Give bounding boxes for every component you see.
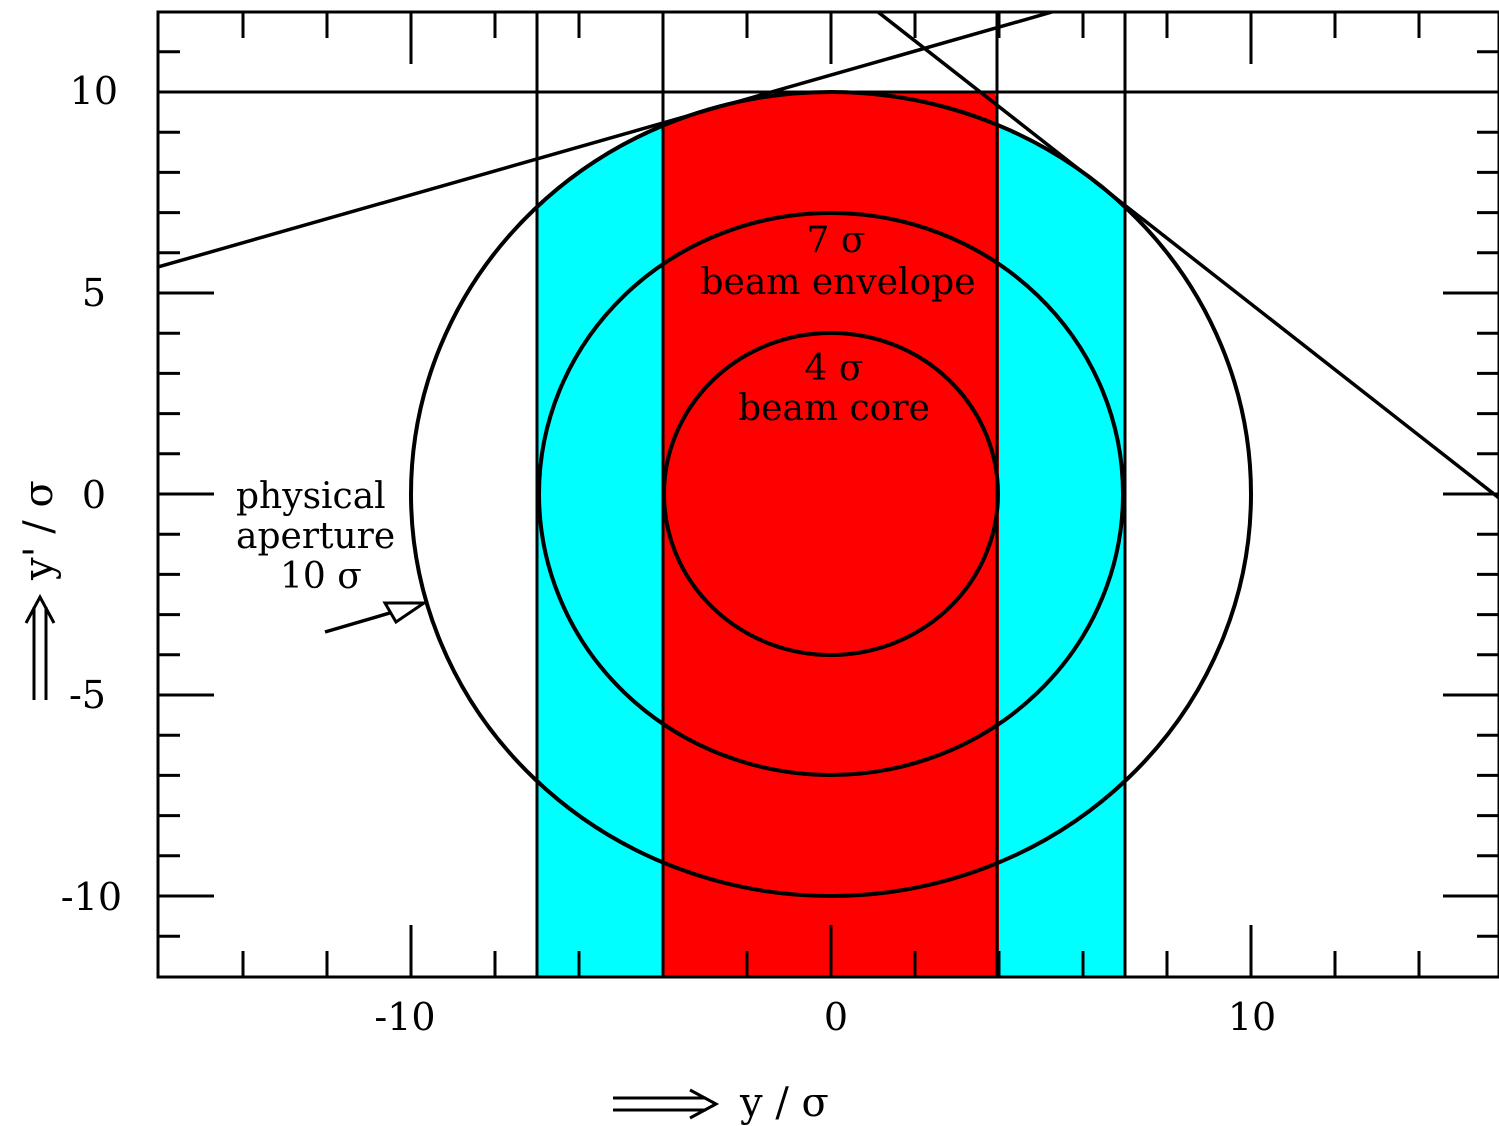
tangent-line [876,12,1499,500]
inner-band-fill [663,92,999,977]
aperture-label-line1: physical [236,476,386,517]
x-tick-label: 0 [824,995,848,1039]
aperture-label-line2: aperture [236,516,395,557]
x-axis-title-text: y / σ [739,1080,829,1126]
core-label-sigma: 4 σ [805,348,864,389]
plot-area [158,12,1499,977]
aperture-pointer-arrow [324,601,429,634]
double-arrow-icon [24,593,56,700]
tangent-line [158,12,1053,269]
y-tick-label: 10 [70,69,118,113]
axis-ticks [158,12,1499,977]
envelope-circle [537,211,1125,777]
x-tick-label: 10 [1228,995,1276,1039]
aperture-circle [409,90,1253,898]
y-axis-title: y' / σ [16,480,62,700]
y-axis-title-text: y' / σ [16,480,62,581]
y-tick-label: -10 [61,875,122,919]
envelope-label-text: beam envelope [700,262,975,303]
y-tick-label: 5 [82,271,106,315]
y-tick-label: -5 [69,673,106,717]
x-tick-label: -10 [374,995,435,1039]
x-axis-title: y / σ [613,1080,829,1126]
y-tick-label: 0 [82,473,106,517]
double-arrow-icon [613,1088,720,1120]
envelope-label-sigma: 7 σ [807,220,866,261]
core-label-text: beam core [738,388,930,429]
core-circle [662,331,1000,657]
aperture-label-line3: 10 σ [280,556,362,597]
